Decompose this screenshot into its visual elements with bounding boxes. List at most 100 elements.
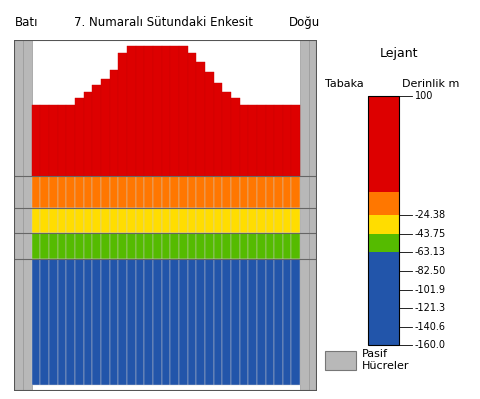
Text: Pasif
Hücreler: Pasif Hücreler — [361, 350, 409, 371]
Bar — [239, 208, 248, 233]
Bar — [161, 208, 170, 233]
Bar — [58, 176, 66, 208]
Bar — [230, 208, 239, 233]
Bar — [187, 176, 196, 208]
Bar — [248, 208, 256, 233]
Bar — [282, 176, 291, 208]
Bar — [40, 176, 49, 208]
Bar — [66, 176, 75, 208]
Bar — [204, 208, 213, 233]
Bar — [291, 208, 300, 233]
Text: Derinlik m: Derinlik m — [401, 79, 459, 89]
Bar — [248, 233, 256, 259]
Bar — [66, 259, 75, 385]
Bar — [32, 259, 40, 385]
Bar — [187, 208, 196, 233]
Text: Doğu: Doğu — [288, 16, 319, 29]
Bar — [265, 176, 274, 208]
Bar — [75, 99, 84, 176]
Bar — [118, 53, 127, 176]
Bar — [92, 176, 101, 208]
Bar — [213, 83, 222, 176]
Bar — [127, 176, 135, 208]
Text: 7. Numaralı Sütundaki Enkesit: 7. Numaralı Sütundaki Enkesit — [74, 16, 252, 29]
Bar — [144, 46, 153, 176]
Bar — [256, 233, 265, 259]
Bar — [135, 176, 144, 208]
Bar — [213, 176, 222, 208]
Bar — [222, 259, 230, 385]
Text: 100: 100 — [414, 91, 432, 101]
Bar — [101, 176, 109, 208]
Bar — [230, 99, 239, 176]
Bar — [300, 40, 308, 391]
Bar — [204, 233, 213, 259]
Bar — [222, 208, 230, 233]
Bar — [368, 192, 398, 215]
Bar — [291, 176, 300, 208]
Bar — [222, 233, 230, 259]
Bar — [32, 208, 40, 233]
Bar — [239, 105, 248, 176]
Text: -160.0: -160.0 — [414, 340, 444, 350]
Bar — [153, 208, 161, 233]
Bar — [170, 46, 179, 176]
Bar — [204, 176, 213, 208]
Bar — [118, 176, 127, 208]
Bar — [49, 208, 58, 233]
Bar — [92, 208, 101, 233]
Bar — [265, 259, 274, 385]
Bar — [153, 233, 161, 259]
Bar — [109, 233, 118, 259]
Bar — [58, 259, 66, 385]
Bar — [239, 233, 248, 259]
Bar — [144, 233, 153, 259]
Bar — [196, 233, 204, 259]
Bar — [109, 259, 118, 385]
Bar — [239, 176, 248, 208]
Bar — [291, 233, 300, 259]
Bar — [204, 259, 213, 385]
Bar — [274, 233, 282, 259]
Bar — [324, 351, 355, 370]
Bar — [170, 233, 179, 259]
Bar — [282, 105, 291, 176]
Bar — [101, 208, 109, 233]
Bar — [213, 233, 222, 259]
Bar — [40, 259, 49, 385]
Bar — [58, 105, 66, 176]
Bar — [222, 92, 230, 176]
Bar — [187, 53, 196, 176]
Bar — [161, 233, 170, 259]
Text: -43.75: -43.75 — [414, 229, 445, 239]
Bar — [49, 233, 58, 259]
Bar — [32, 176, 40, 208]
Bar — [32, 105, 40, 176]
Bar — [187, 259, 196, 385]
Bar — [92, 85, 101, 176]
Bar — [153, 176, 161, 208]
Bar — [127, 233, 135, 259]
Bar — [84, 92, 92, 176]
Bar — [265, 233, 274, 259]
Bar — [49, 176, 58, 208]
Bar — [179, 259, 187, 385]
Bar — [66, 105, 75, 176]
Bar — [196, 62, 204, 176]
Bar — [84, 176, 92, 208]
Bar — [84, 259, 92, 385]
Bar — [40, 208, 49, 233]
Bar — [230, 233, 239, 259]
Bar — [23, 40, 32, 391]
Text: Lejant: Lejant — [379, 47, 418, 60]
Text: -140.6: -140.6 — [414, 322, 444, 332]
Bar — [239, 259, 248, 385]
Bar — [109, 208, 118, 233]
Bar — [256, 105, 265, 176]
Bar — [265, 208, 274, 233]
Bar — [49, 259, 58, 385]
Bar — [230, 176, 239, 208]
Text: Batı: Batı — [14, 16, 38, 29]
Bar — [144, 176, 153, 208]
Bar — [49, 105, 58, 176]
